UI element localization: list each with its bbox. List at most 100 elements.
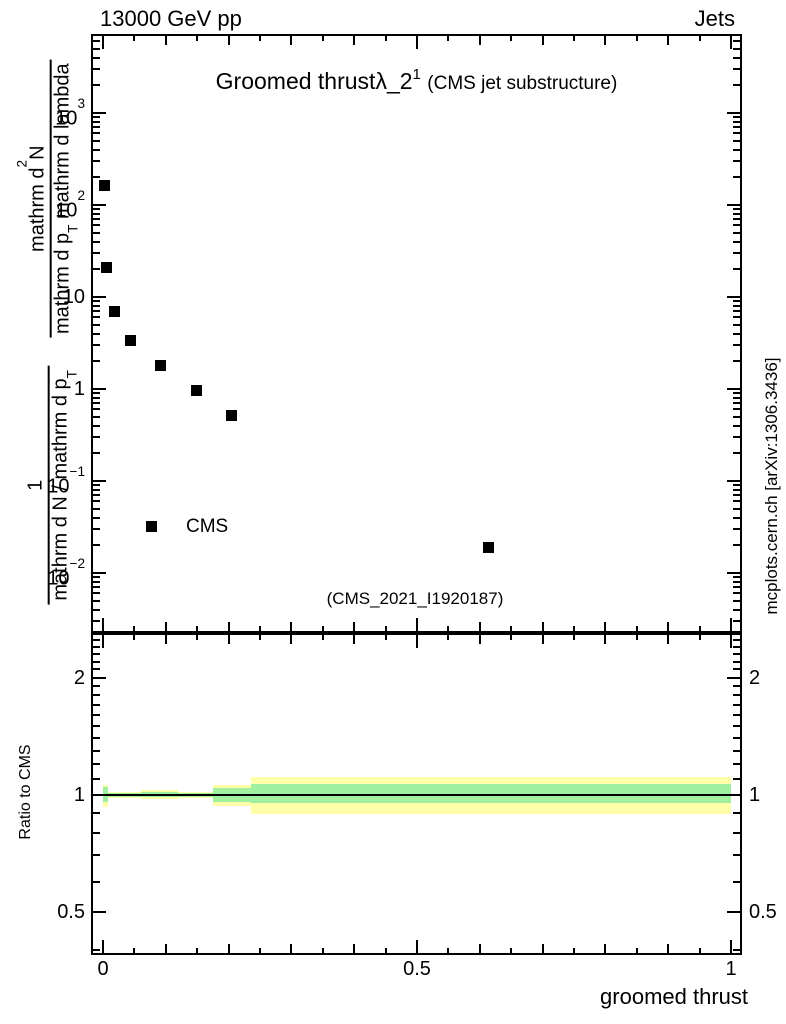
x-tick bbox=[416, 940, 418, 953]
x-tick bbox=[667, 635, 670, 644]
x-tick bbox=[384, 635, 387, 640]
x-tick bbox=[573, 948, 575, 953]
y-tick bbox=[93, 300, 100, 303]
y-tick bbox=[93, 572, 106, 574]
x-tick bbox=[133, 635, 136, 640]
y-tick bbox=[733, 160, 740, 163]
x-tick bbox=[573, 635, 575, 640]
y-axis-tick-label: 10−1 bbox=[47, 464, 85, 498]
x-tick bbox=[730, 635, 732, 648]
y-tick bbox=[733, 576, 740, 579]
y-tick bbox=[733, 777, 740, 780]
y-tick bbox=[93, 224, 100, 227]
y-tick bbox=[93, 949, 100, 952]
y-tick bbox=[733, 332, 740, 335]
y-tick bbox=[93, 484, 100, 487]
y-tick bbox=[733, 580, 740, 583]
y-tick bbox=[93, 392, 100, 395]
y-tick bbox=[733, 500, 740, 503]
ratio-tick-label: 2 bbox=[73, 666, 85, 689]
x-tick bbox=[384, 948, 387, 953]
x-tick bbox=[698, 948, 701, 953]
y-tick bbox=[93, 252, 100, 255]
y-tick bbox=[733, 507, 740, 510]
x-tick bbox=[196, 635, 199, 640]
y-tick bbox=[93, 599, 100, 602]
y-tick bbox=[93, 880, 100, 883]
y-tick bbox=[727, 794, 740, 796]
y-tick bbox=[733, 586, 740, 589]
y-tick bbox=[93, 47, 100, 50]
x-tick bbox=[541, 36, 544, 45]
x-tick bbox=[510, 635, 513, 640]
x-tick bbox=[478, 622, 481, 631]
y-tick bbox=[733, 212, 740, 215]
y-tick bbox=[733, 408, 740, 411]
x-tick bbox=[353, 622, 356, 631]
y-tick bbox=[93, 388, 106, 390]
y-tick bbox=[733, 240, 740, 243]
x-tick bbox=[196, 36, 199, 41]
y-tick bbox=[733, 132, 740, 135]
data-point-marker bbox=[124, 334, 136, 346]
analysis-id-watermark: (CMS_2021_I1920187) bbox=[326, 589, 504, 608]
beam-energy-label: 13000 GeV pp bbox=[100, 6, 242, 31]
x-tick bbox=[290, 36, 293, 45]
plot-title: Groomed thrustλ_21 ((CMS jet substructur… bbox=[91, 66, 742, 95]
y-tick bbox=[93, 112, 106, 114]
y-tick bbox=[93, 296, 106, 298]
y-tick bbox=[93, 208, 100, 211]
x-tick bbox=[730, 618, 732, 631]
y-tick bbox=[93, 620, 100, 623]
y-tick bbox=[733, 402, 740, 405]
y-tick bbox=[733, 645, 740, 648]
x-tick bbox=[164, 622, 167, 631]
y-tick bbox=[727, 676, 740, 679]
x-tick bbox=[447, 36, 450, 41]
y-tick bbox=[93, 737, 100, 739]
x-tick bbox=[510, 36, 513, 41]
x-tick bbox=[353, 36, 356, 45]
x-tick bbox=[698, 626, 701, 631]
data-point-marker bbox=[482, 541, 494, 553]
x-tick bbox=[321, 626, 324, 631]
x-tick bbox=[604, 635, 607, 644]
x-tick bbox=[541, 622, 544, 631]
y-tick bbox=[733, 638, 740, 641]
y-tick bbox=[93, 685, 100, 688]
y-axis-title: 1 mathrm d N / mathrm d pT mathrm d2N ma… bbox=[15, 59, 81, 605]
x-tick bbox=[321, 36, 324, 41]
y-tick bbox=[93, 316, 100, 319]
x-tick bbox=[227, 36, 230, 45]
x-tick bbox=[730, 940, 732, 953]
y-tick bbox=[93, 488, 100, 491]
y-tick bbox=[93, 494, 100, 497]
y-tick bbox=[93, 360, 100, 363]
ratio-unity-line bbox=[93, 794, 740, 796]
x-tick bbox=[164, 635, 167, 644]
y-tick bbox=[93, 725, 100, 728]
data-point-marker bbox=[154, 360, 166, 371]
y-tick bbox=[733, 360, 740, 363]
y-tick bbox=[93, 310, 100, 313]
y-tick bbox=[93, 212, 100, 215]
y-tick bbox=[93, 516, 100, 519]
y-tick bbox=[93, 660, 100, 663]
ratio-tick-label-right: 1 bbox=[749, 784, 761, 806]
y-tick bbox=[733, 392, 740, 395]
y-tick bbox=[733, 544, 740, 547]
x-tick bbox=[635, 36, 638, 41]
x-tick bbox=[259, 626, 261, 631]
x-tick bbox=[604, 944, 607, 953]
y-tick bbox=[93, 218, 100, 221]
y-tick bbox=[727, 296, 740, 298]
y-tick bbox=[93, 528, 100, 531]
y-tick bbox=[733, 452, 740, 455]
x-tick bbox=[384, 36, 387, 41]
y-tick bbox=[727, 388, 740, 390]
y-tick bbox=[93, 544, 100, 547]
y-tick bbox=[733, 484, 740, 487]
y-tick bbox=[93, 652, 100, 655]
y-tick bbox=[733, 268, 740, 271]
y-tick bbox=[733, 176, 740, 179]
